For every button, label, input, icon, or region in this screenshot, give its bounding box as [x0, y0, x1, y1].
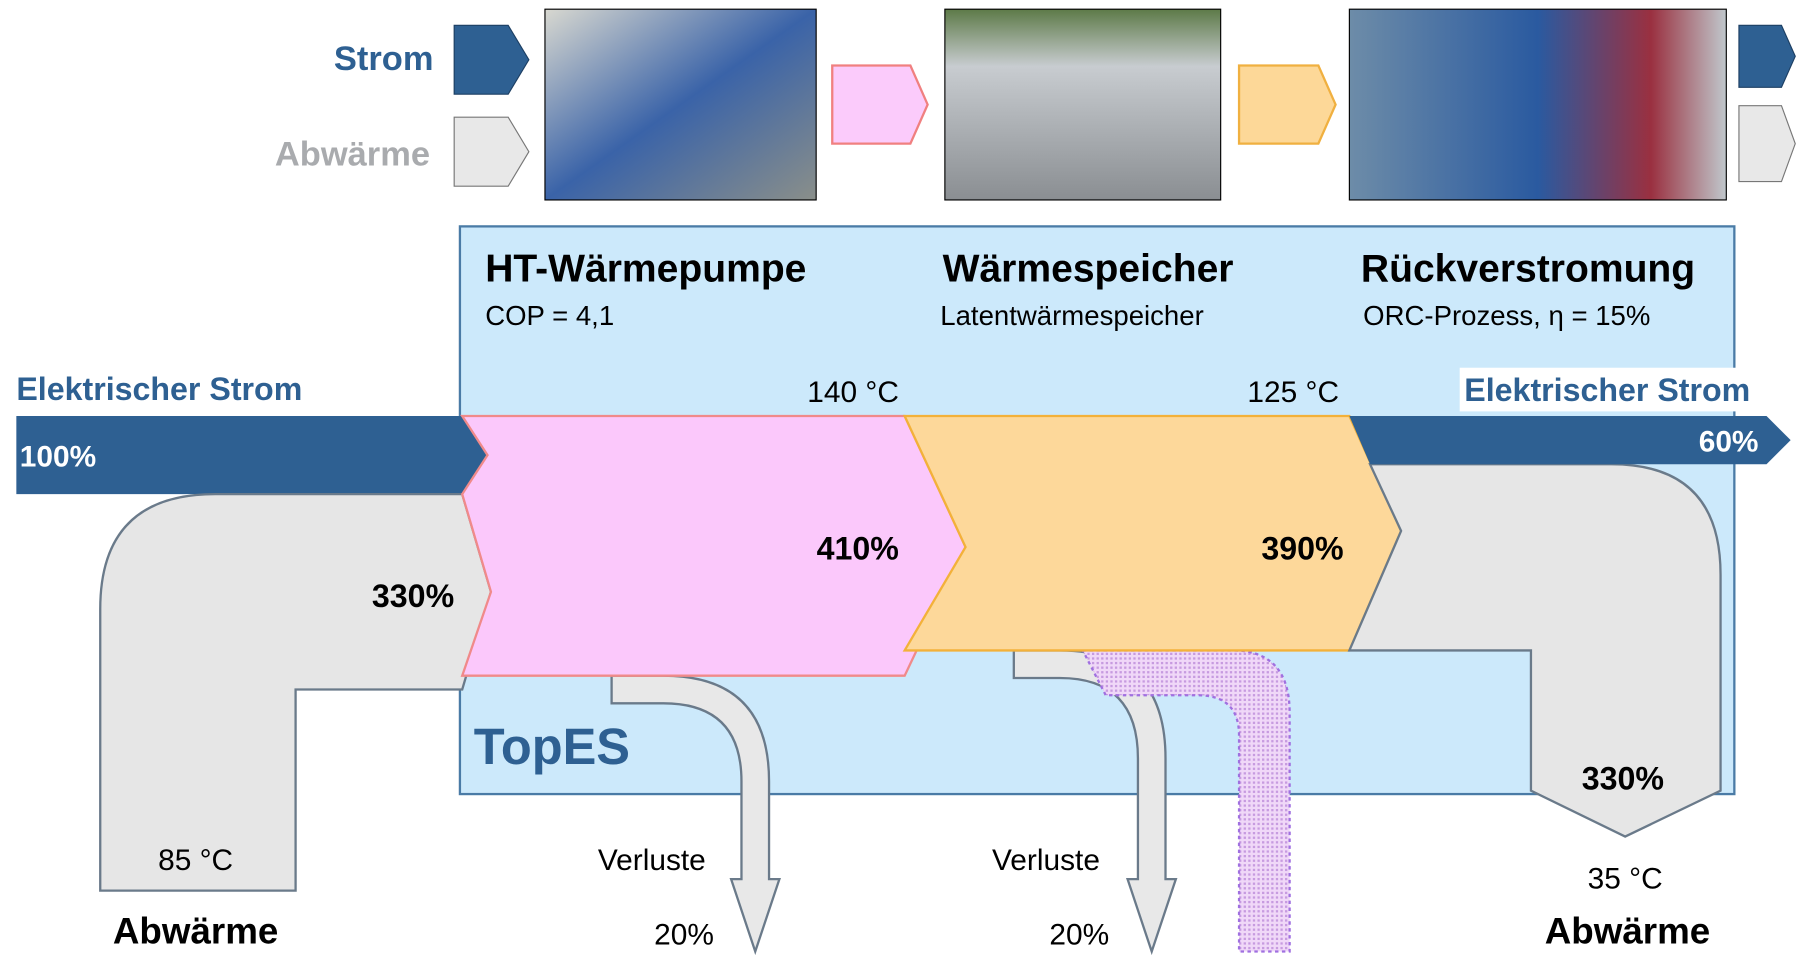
output-power-share: 60%	[1699, 426, 1759, 459]
stage-subtitle: ORC-Prozess, η = 15%	[1363, 300, 1650, 331]
storage-share: 390%	[1261, 531, 1343, 567]
out-power-arrow	[1739, 25, 1795, 87]
system-name: TopES	[474, 718, 630, 775]
output-power-label: Elektrischer Strom	[1464, 372, 1750, 408]
input-power-label: Elektrischer Strom	[16, 371, 302, 407]
legend-waste-heat: Abwärme	[275, 135, 430, 173]
input-heat-share: 330%	[372, 578, 454, 614]
legend-power-arrow	[454, 25, 529, 94]
out-heat-arrow	[1739, 106, 1795, 182]
stage-title: HT-Wärmepumpe	[485, 248, 806, 291]
stage-subtitle: COP = 4,1	[485, 300, 614, 331]
input-heat-label: Abwärme	[113, 910, 279, 951]
loss-share: 20%	[1049, 919, 1109, 952]
page: Strom Abwärme HT-Wärmepumpe COP = 4,1 Wä…	[0, 0, 1807, 963]
photo-storage	[945, 9, 1221, 200]
loss-share: 20%	[654, 919, 714, 952]
diagram: Strom Abwärme HT-Wärmepumpe COP = 4,1 Wä…	[0, 0, 1807, 963]
loss-label: Verluste	[992, 844, 1100, 877]
input-power-share: 100%	[20, 441, 96, 474]
storage-temperature: 125 °C	[1247, 376, 1339, 409]
stage-title: Rückverstromung	[1361, 248, 1695, 291]
stage-title: Wärmespeicher	[943, 248, 1234, 291]
legend-power: Strom	[334, 40, 434, 78]
arrow-orange	[1239, 66, 1336, 144]
output-heat-share: 330%	[1582, 760, 1664, 796]
loss-label: Verluste	[598, 844, 706, 877]
photo-orc	[1349, 9, 1726, 200]
arrow-pink	[832, 66, 927, 144]
input-heat-temperature: 85 °C	[158, 844, 233, 877]
output-heat-label: Abwärme	[1545, 910, 1711, 951]
output-heat-temperature: 35 °C	[1588, 862, 1663, 895]
heat-pump-share: 410%	[817, 531, 899, 567]
heat-pump-temperature: 140 °C	[807, 376, 899, 409]
flow-input-heat	[100, 494, 491, 890]
photo-heat-pump	[545, 9, 816, 200]
stage-subtitle: Latentwärmespeicher	[940, 300, 1204, 331]
legend-heat-arrow	[454, 117, 529, 186]
